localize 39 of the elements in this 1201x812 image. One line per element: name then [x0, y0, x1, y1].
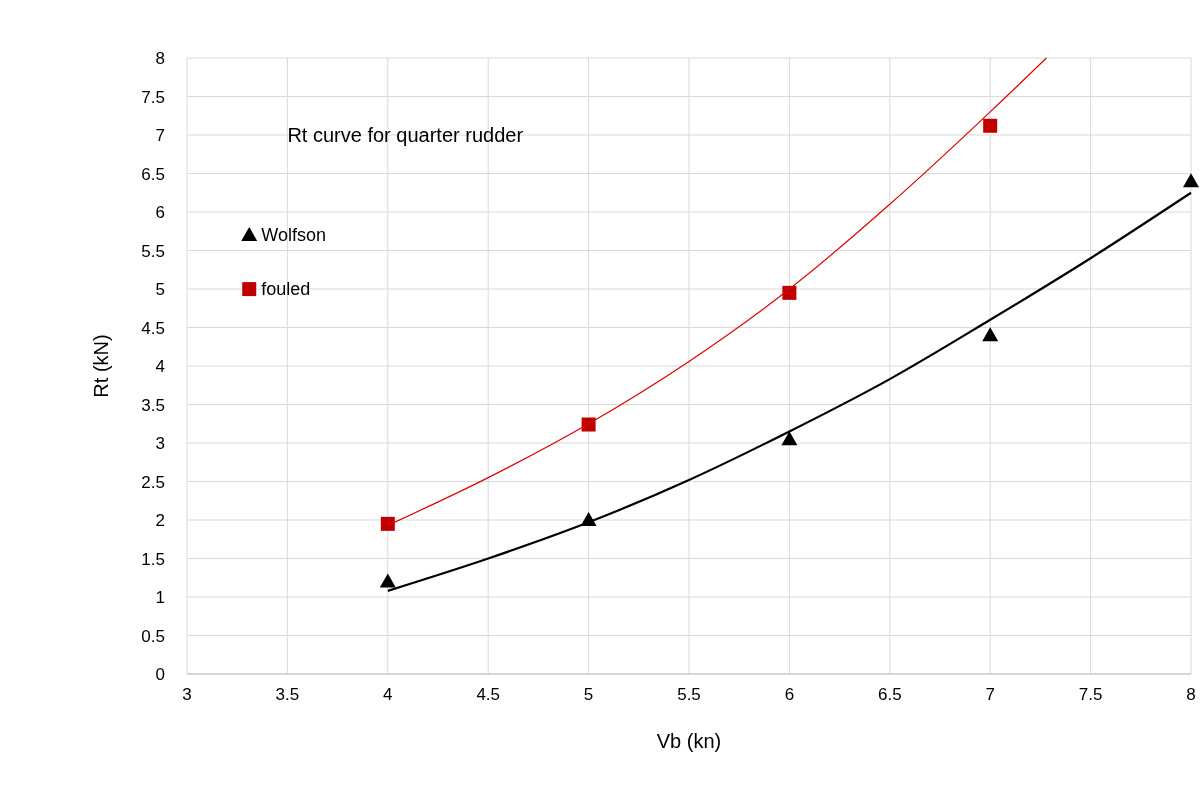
point: [379, 573, 396, 588]
y-tick-label: 5: [155, 280, 165, 299]
x-axis-title: Vb (kn): [656, 730, 722, 752]
x-tick-label: 4: [383, 685, 393, 704]
x-tick-label: 5.5: [677, 685, 701, 704]
point: [983, 118, 998, 133]
x-tick-label: 3: [182, 685, 192, 704]
y-tick-label: 3: [155, 434, 165, 453]
x-tick-label: 7: [985, 685, 995, 704]
y-tick-label: 3.5: [141, 395, 165, 415]
x-tick-label: 6.5: [877, 685, 902, 704]
legend-label: Wolfson: [261, 225, 326, 246]
y-tick-label: 6.5: [141, 164, 165, 184]
y-tick-label: 1: [155, 588, 165, 607]
x-tick-label: 7.5: [1078, 685, 1103, 704]
x-tick-label: 5: [583, 685, 594, 704]
y-tick-label: 7.5: [141, 87, 165, 107]
y-tick-label: 1.5: [141, 549, 165, 569]
y-tick-label: 4.5: [141, 318, 165, 338]
x-tick-label: 6: [784, 685, 795, 704]
y-tick-label: 6: [155, 203, 165, 222]
y-tick-label: 4: [155, 357, 165, 376]
y-tick-label: 2: [155, 511, 165, 530]
y-tick-label: 7: [155, 126, 165, 145]
x-tick-label: 3.5: [275, 685, 300, 704]
y-tick-label: 5.5: [141, 241, 165, 261]
point: [982, 327, 999, 342]
x-tick-label: 8: [1186, 685, 1196, 704]
point: [781, 431, 798, 446]
legend-label: fouled: [261, 279, 311, 300]
y-axis-title: Rt (kN): [90, 334, 112, 398]
point: [1183, 173, 1199, 188]
y-tick-label: 2.5: [141, 472, 165, 492]
y-tick-label: 0.5: [141, 626, 165, 646]
y-tick-label: 0: [155, 665, 165, 684]
point: [380, 516, 395, 531]
text: Rt curve for quarter rudder: [287, 124, 524, 146]
y-tick-label: 8: [155, 49, 165, 68]
x-tick-label: 4.5: [476, 685, 501, 704]
